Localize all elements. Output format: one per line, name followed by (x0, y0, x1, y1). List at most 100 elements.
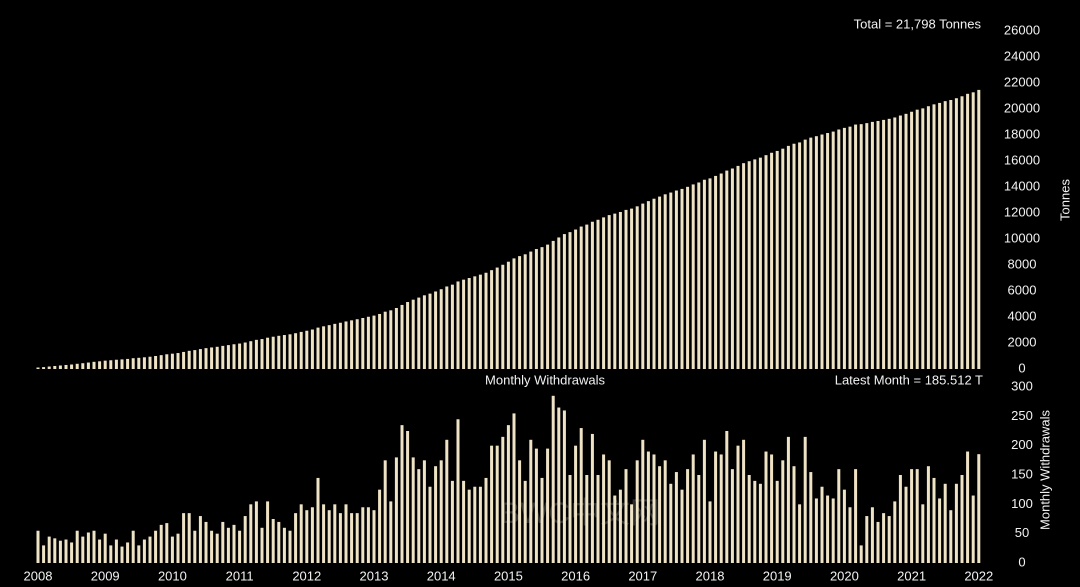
bar (338, 513, 342, 563)
bar (775, 480, 779, 563)
bar (131, 530, 135, 563)
bar (719, 173, 723, 369)
bar (585, 224, 589, 369)
x-tick-label: 2017 (628, 568, 657, 583)
bar (254, 501, 258, 563)
bar (809, 137, 813, 369)
bar (450, 284, 454, 369)
bar (333, 504, 337, 563)
x-tick-label: 2009 (91, 568, 120, 583)
bar (753, 159, 757, 369)
bar (803, 139, 807, 369)
bar (389, 501, 393, 563)
bar (859, 545, 863, 563)
bar (53, 538, 57, 563)
bar (674, 190, 678, 369)
bar (630, 504, 634, 563)
bar (47, 366, 51, 369)
bar (658, 196, 662, 369)
x-tick-label: 2016 (561, 568, 590, 583)
bar (75, 363, 79, 369)
bar (512, 258, 516, 369)
bar (154, 530, 158, 563)
y-tick-label: 8000 (1008, 256, 1037, 271)
bar (316, 327, 320, 369)
bar (529, 439, 533, 563)
bar (434, 466, 438, 563)
bar (854, 124, 858, 369)
bar (686, 186, 690, 369)
bar (327, 325, 331, 369)
bar (949, 99, 953, 369)
bar (512, 413, 516, 563)
bar (36, 367, 40, 369)
bar (641, 203, 645, 369)
bar (663, 460, 667, 563)
bar (854, 469, 858, 563)
bar (607, 215, 611, 369)
bar (98, 539, 102, 563)
bar (882, 513, 886, 563)
bar (624, 209, 628, 369)
bar (764, 155, 768, 369)
bar (109, 545, 113, 563)
bar (159, 524, 163, 563)
bar (120, 546, 124, 563)
total-annotation: Total = 21,798 Tonnes (854, 16, 982, 31)
bar (120, 359, 124, 369)
bar (42, 367, 46, 369)
bar (137, 357, 141, 369)
bar (198, 349, 202, 369)
bar (198, 516, 202, 563)
x-tick-label: 2014 (427, 568, 456, 583)
bar (697, 475, 701, 563)
bar (221, 521, 225, 563)
bar (249, 341, 253, 369)
bar (691, 454, 695, 563)
bar (350, 320, 354, 369)
bar (702, 439, 706, 563)
y-tick-label: 0 (1018, 360, 1025, 375)
bar (148, 356, 152, 369)
x-tick-label: 2018 (696, 568, 725, 583)
x-tick-label: 2020 (830, 568, 859, 583)
bar (557, 407, 561, 563)
bar (781, 460, 785, 563)
y-tick-label: 20000 (1004, 100, 1040, 115)
bar (674, 472, 678, 563)
bar (58, 365, 62, 369)
bar (372, 315, 376, 369)
bar (736, 165, 740, 369)
y-tick-label: 22000 (1004, 74, 1040, 89)
bar (378, 313, 382, 369)
bar (142, 539, 146, 563)
bar (394, 457, 398, 563)
bar (109, 360, 113, 369)
bar (305, 510, 309, 563)
bar (366, 507, 370, 563)
bar (266, 337, 270, 369)
bar (814, 136, 818, 369)
bar (501, 264, 505, 369)
bar (686, 469, 690, 563)
y-axis-title: Tonnes (1057, 179, 1072, 221)
bar (546, 244, 550, 369)
bar (596, 219, 600, 369)
bar (495, 267, 499, 369)
bar (450, 480, 454, 563)
bar (204, 521, 208, 563)
bar (590, 433, 594, 563)
bar (260, 527, 264, 563)
bar (310, 507, 314, 563)
bar (618, 489, 622, 563)
bar (932, 477, 936, 563)
bar (400, 304, 404, 369)
bar (350, 513, 354, 563)
bar (714, 175, 718, 369)
bar (422, 460, 426, 563)
bar (501, 436, 505, 563)
bar (249, 504, 253, 563)
bar (193, 530, 197, 563)
bar (473, 486, 477, 563)
bar (361, 318, 365, 369)
